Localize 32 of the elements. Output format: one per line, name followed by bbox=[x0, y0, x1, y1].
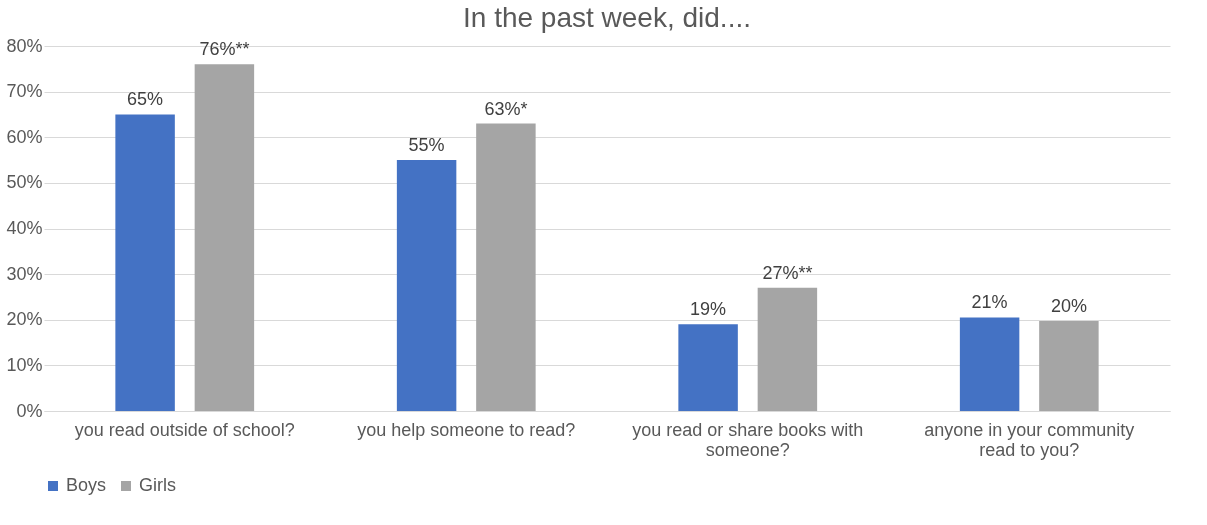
bar bbox=[194, 64, 255, 411]
chart-title: In the past week, did.... bbox=[463, 2, 751, 33]
y-tick-label: 0% bbox=[16, 400, 43, 421]
data-label: 55% bbox=[408, 135, 445, 156]
y-tick-label: 30% bbox=[6, 263, 43, 284]
bar bbox=[678, 324, 738, 411]
y-tick-label: 20% bbox=[6, 309, 43, 330]
data-label: 65% bbox=[127, 89, 164, 110]
data-label: 20% bbox=[1050, 296, 1087, 317]
y-tick-label: 50% bbox=[6, 172, 43, 193]
bar bbox=[757, 287, 818, 411]
bar bbox=[1039, 321, 1099, 411]
data-label: 21% bbox=[971, 292, 1008, 313]
legend-label: Boys bbox=[66, 475, 107, 495]
legend-label: Girls bbox=[139, 475, 176, 495]
bar bbox=[396, 160, 457, 411]
x-tick-label: anyone in your community read to you? bbox=[924, 419, 1135, 460]
x-tick-label: you read or share books with someone? bbox=[632, 419, 864, 460]
data-label: 63%* bbox=[484, 98, 528, 119]
bar bbox=[476, 123, 536, 411]
x-tick-label: you help someone to read? bbox=[357, 419, 576, 440]
x-tick-label: you read outside of school? bbox=[74, 419, 295, 440]
data-label: 27%** bbox=[762, 262, 813, 283]
y-tick-label: 70% bbox=[6, 81, 43, 102]
bar bbox=[959, 317, 1020, 411]
y-tick-label: 80% bbox=[6, 35, 43, 56]
bar bbox=[115, 114, 175, 411]
data-label: 76%** bbox=[199, 39, 250, 60]
y-tick-label: 10% bbox=[6, 354, 43, 375]
data-label: 19% bbox=[690, 299, 727, 320]
y-tick-label: 60% bbox=[6, 126, 43, 147]
y-tick-label: 40% bbox=[6, 218, 43, 238]
